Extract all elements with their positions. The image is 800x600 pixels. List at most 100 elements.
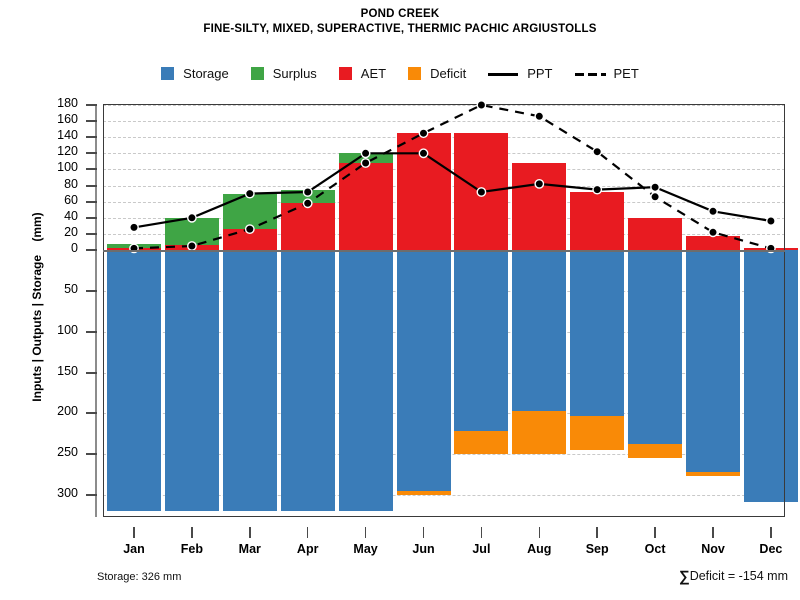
month-bar-may[interactable] <box>338 104 393 517</box>
ppt-marker <box>360 148 371 159</box>
gridline <box>103 121 785 123</box>
legend-item-deficit[interactable]: Deficit <box>408 66 466 81</box>
x-tick <box>538 527 541 538</box>
deficit-sum-text: Deficit = -154 mm <box>689 569 788 583</box>
legend-item-surplus[interactable]: Surplus <box>250 66 317 81</box>
month-bar-mar[interactable] <box>222 104 277 517</box>
pet-marker <box>244 224 255 235</box>
y-tick <box>86 216 97 219</box>
month-bar-jun[interactable] <box>396 104 451 517</box>
pet-marker <box>592 146 603 157</box>
storage-segment <box>338 250 393 512</box>
y-tick <box>86 152 97 155</box>
ppt-marker <box>187 212 197 223</box>
ppt-marker <box>302 187 313 197</box>
ppt-line <box>133 152 772 229</box>
legend-label: Storage <box>183 66 229 81</box>
storage-segment <box>222 250 277 512</box>
x-tick-label-may: May <box>353 542 378 556</box>
sigma-icon: ∑ <box>679 568 690 585</box>
x-tick <box>596 527 598 538</box>
aet-segment <box>628 217 683 250</box>
y-tick <box>86 120 97 123</box>
y-tick <box>86 289 97 292</box>
x-tick <box>133 527 135 538</box>
legend-label: Deficit <box>430 66 467 81</box>
y-tick <box>86 371 97 374</box>
chart-legend: Storage Surplus AET Deficit PPT PET <box>0 66 800 81</box>
deficit-segment <box>454 431 509 455</box>
ppt-marker <box>650 182 660 193</box>
y-tick-label-upper: 0 <box>71 241 78 255</box>
aet-segment <box>512 163 567 250</box>
x-tick-label-mar: Mar <box>238 542 261 556</box>
legend-label: PET <box>613 66 639 81</box>
legend-label: PPT <box>527 66 553 81</box>
pet-marker <box>476 100 487 110</box>
ppt-marker <box>476 187 487 197</box>
storage-segment <box>686 250 740 473</box>
square-swatch-icon <box>161 67 175 80</box>
pet-marker <box>708 227 718 238</box>
x-tick-label-aug: Aug <box>527 542 552 556</box>
month-bar-sep[interactable] <box>570 104 625 517</box>
ppt-marker <box>244 188 255 199</box>
ppt-marker <box>708 206 718 217</box>
y-tick-label-upper: 60 <box>64 192 78 207</box>
storage-segment <box>512 250 567 411</box>
legend-item-ppt[interactable]: PPT <box>488 66 553 81</box>
pet-marker <box>187 241 197 251</box>
month-bar-dec[interactable] <box>743 104 798 517</box>
deficit-sum-note: ∑Deficit = -154 mm <box>679 568 788 585</box>
storage-segment <box>280 250 335 512</box>
x-tick-label-apr: Apr <box>296 542 319 556</box>
storage-segment <box>628 250 683 445</box>
y-tick <box>86 249 97 251</box>
month-bar-oct[interactable] <box>628 104 683 517</box>
storage-segment <box>164 250 219 512</box>
legend-label: Surplus <box>272 66 317 81</box>
y-tick-label-upper: 140 <box>57 128 78 143</box>
y-tick-label-upper: 20 <box>64 224 78 239</box>
storage-note: Storage: 326 mm <box>97 571 182 583</box>
x-tick <box>364 527 367 538</box>
ppt-marker <box>534 179 545 189</box>
deficit-segment <box>686 472 740 477</box>
x-tick-label-oct: Oct <box>644 542 666 556</box>
y-tick <box>86 200 97 203</box>
pet-line <box>133 103 772 250</box>
aet-segment <box>338 163 393 250</box>
x-tick-label-jan: Jan <box>123 542 145 556</box>
deficit-segment <box>628 444 683 459</box>
line-series-layer <box>129 100 776 254</box>
month-bar-feb[interactable] <box>164 104 219 517</box>
surplus-segment <box>222 193 277 230</box>
aet-segment <box>222 229 277 250</box>
chart-title-line2: FINE-SILTY, MIXED, SUPERACTIVE, THERMIC … <box>203 23 597 35</box>
y-tick <box>86 184 97 187</box>
x-tick <box>654 527 656 538</box>
x-tick <box>712 527 714 538</box>
month-bar-aug[interactable] <box>512 104 567 517</box>
month-bar-nov[interactable] <box>686 104 740 517</box>
y-tick <box>86 104 97 106</box>
zero-axis-line <box>103 250 785 252</box>
y-tick <box>86 168 97 171</box>
x-tick-label-jun: Jun <box>412 542 435 556</box>
y-tick <box>86 494 97 496</box>
deficit-segment <box>396 490 451 495</box>
x-tick <box>306 527 309 538</box>
x-tick-label-feb: Feb <box>180 542 203 556</box>
y-tick-label-lower: 250 <box>57 445 78 460</box>
y-tick <box>86 453 97 456</box>
legend-item-aet[interactable]: AET <box>338 66 386 81</box>
y-tick-label-upper: 40 <box>64 208 78 223</box>
pet-marker <box>534 111 545 122</box>
plot-area <box>103 104 798 517</box>
ppt-marker <box>129 222 139 233</box>
legend-item-pet[interactable]: PET <box>574 66 639 81</box>
legend-item-storage[interactable]: Storage <box>161 66 229 81</box>
storage-segment <box>743 250 798 502</box>
storage-segment <box>396 250 451 491</box>
